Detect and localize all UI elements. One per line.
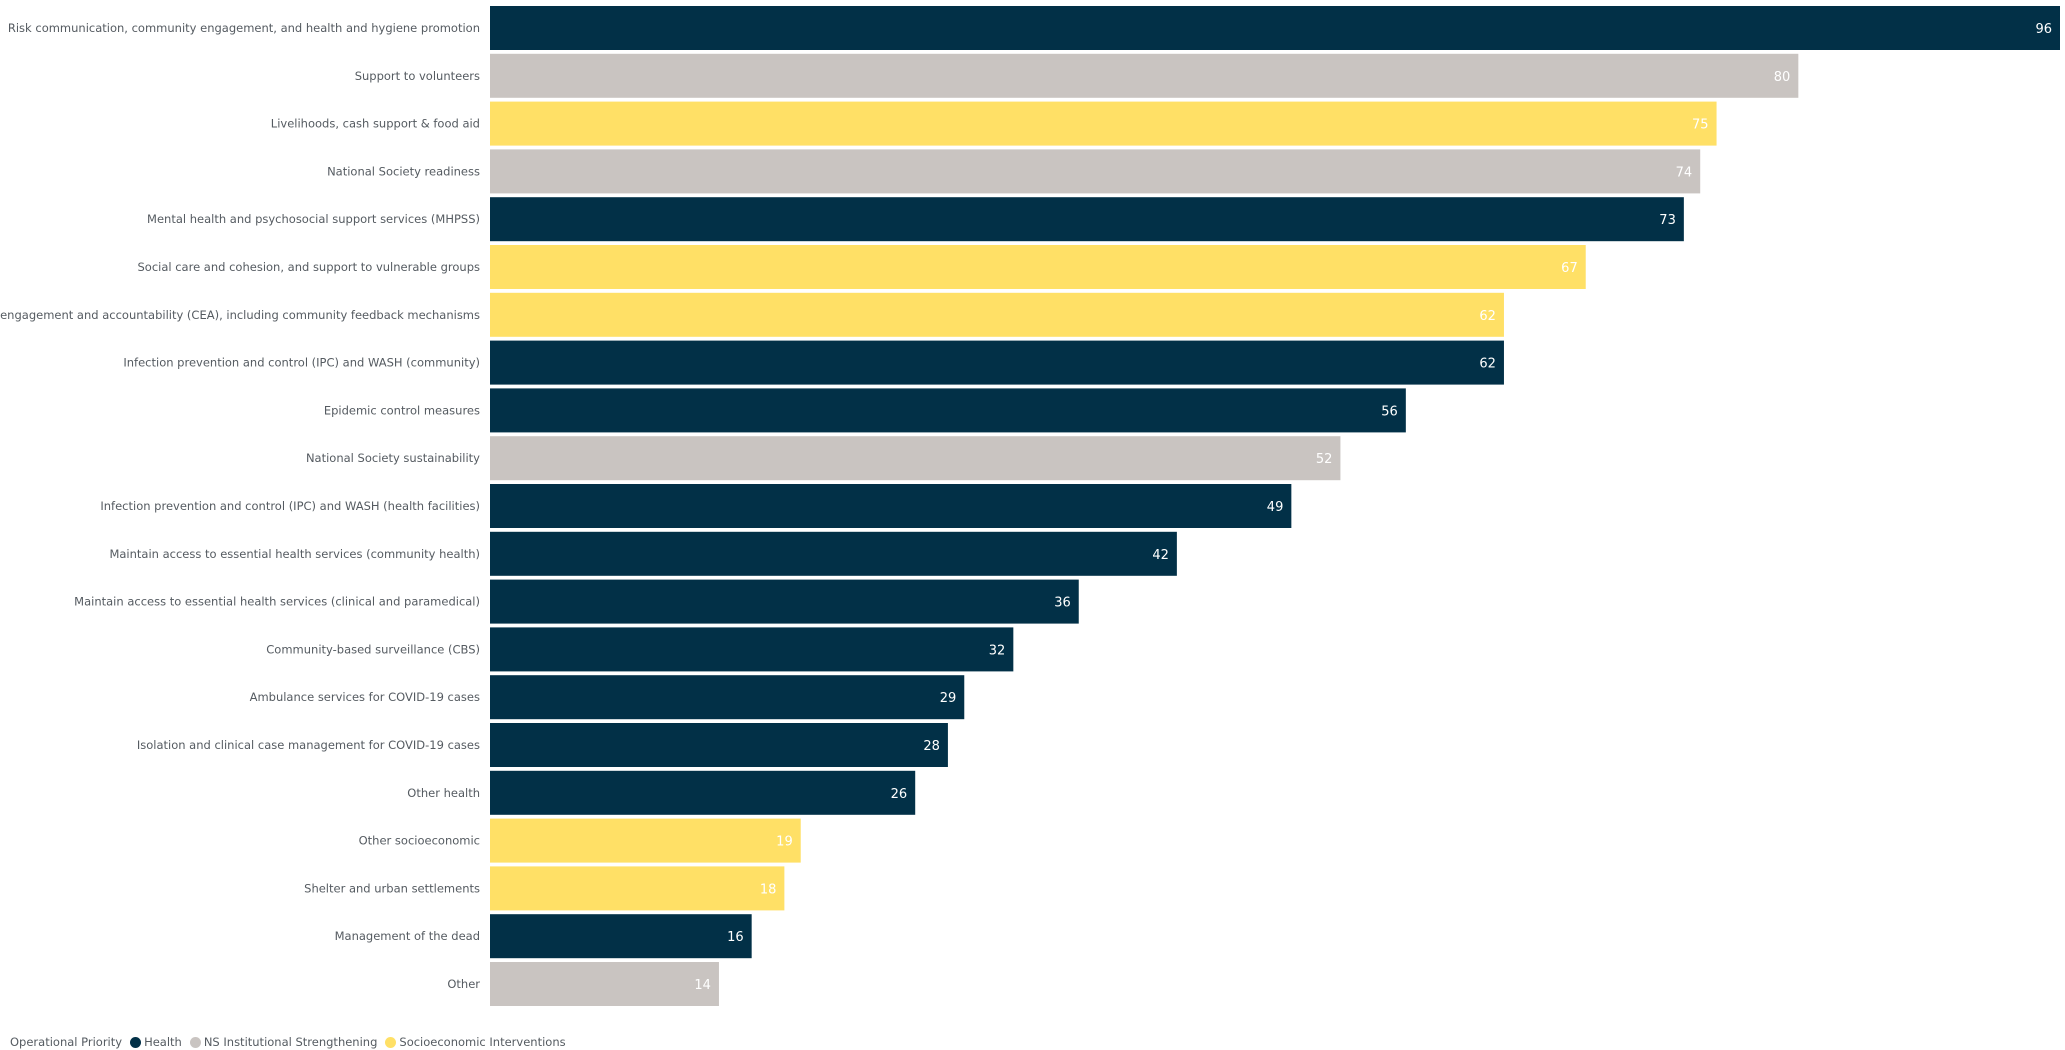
- legend-marker-ns-institutional-strengthening: [189, 1036, 201, 1048]
- bar-other-socioeconomic[interactable]: [490, 818, 801, 863]
- bar-infection-prevention-and-control-ipc-and-wash-community[interactable]: [490, 340, 1504, 385]
- legend-marker-health: [130, 1036, 142, 1048]
- category-label-shelter-and-urban-settlements: Shelter and urban settlements: [304, 881, 480, 895]
- legend-item-health[interactable]: Health: [130, 1035, 182, 1049]
- value-label-other: 14: [694, 978, 711, 993]
- legend-marker-socioeconomic-interventions: [385, 1036, 397, 1048]
- bar-livelihoods-cash-support-food-aid[interactable]: [490, 101, 1717, 146]
- bar-maintain-access-to-essential-health-services-clinical-and-paramedical[interactable]: [490, 579, 1079, 624]
- bar-community-based-surveillance-cbs[interactable]: [490, 627, 1014, 672]
- category-label-other: Other: [447, 977, 480, 991]
- value-label-social-care-and-cohesion-and-support-to-vulnerable-groups: 67: [1561, 261, 1578, 276]
- bar-infection-prevention-and-control-ipc-and-wash-health-facilities[interactable]: [490, 484, 1292, 528]
- value-label-other-socioeconomic: 19: [776, 835, 793, 850]
- bar-shelter-and-urban-settlements[interactable]: [490, 866, 785, 911]
- value-label-isolation-and-clinical-case-management-for-covid-19-cases: 28: [923, 739, 940, 754]
- value-label-community-engagement-and-accountability-cea-including-community-feedback-mechanisms: 62: [1479, 309, 1496, 324]
- bar-mental-health-and-psychosocial-support-services-mhpss[interactable]: [490, 197, 1684, 242]
- value-label-epidemic-control-measures: 56: [1381, 404, 1398, 419]
- category-label-maintain-access-to-essential-health-services-community-health: Maintain access to essential health serv…: [109, 547, 480, 561]
- category-label-maintain-access-to-essential-health-services-clinical-and-paramedical: Maintain access to essential health serv…: [74, 595, 480, 609]
- category-label-other-socioeconomic: Other socioeconomic: [359, 834, 480, 848]
- category-label-other-health: Other health: [407, 786, 480, 800]
- value-label-national-society-sustainability: 52: [1316, 452, 1333, 467]
- category-label-isolation-and-clinical-case-management-for-covid-19-cases: Isolation and clinical case management f…: [137, 738, 480, 752]
- category-label-mental-health-and-psychosocial-support-services-mhpss: Mental health and psychosocial support s…: [147, 212, 480, 226]
- bar-risk-communication-community-engagement-and-health-and-hygiene-promotion[interactable]: [490, 6, 2060, 50]
- category-label-risk-communication-community-engagement-and-health-and-hygiene-promotion: Risk communication, community engagement…: [8, 21, 480, 35]
- value-label-livelihoods-cash-support-food-aid: 75: [1692, 118, 1709, 133]
- category-label-community-engagement-and-accountability-cea-including-community-feedback-mechanisms: Community engagement and accountability …: [0, 308, 480, 322]
- value-label-national-society-readiness: 74: [1676, 165, 1693, 180]
- bar-isolation-and-clinical-case-management-for-covid-19-cases[interactable]: [490, 723, 948, 767]
- value-label-community-based-surveillance-cbs: 32: [989, 643, 1006, 658]
- value-label-shelter-and-urban-settlements: 18: [760, 882, 777, 897]
- legend-title: Operational Priority: [10, 1035, 123, 1049]
- value-label-maintain-access-to-essential-health-services-community-health: 42: [1152, 548, 1169, 563]
- bar-management-of-the-dead[interactable]: [490, 914, 752, 959]
- legend-label-ns-institutional-strengthening: NS Institutional Strengthening: [203, 1035, 378, 1049]
- category-label-community-based-surveillance-cbs: Community-based surveillance (CBS): [266, 642, 480, 656]
- value-label-risk-communication-community-engagement-and-health-and-hygiene-promotion: 96: [2035, 22, 2052, 37]
- value-label-support-to-volunteers: 80: [1774, 70, 1791, 85]
- bar-national-society-readiness[interactable]: [490, 149, 1701, 194]
- category-label-national-society-sustainability: National Society sustainability: [306, 451, 480, 465]
- bar-epidemic-control-measures[interactable]: [490, 388, 1406, 433]
- value-label-infection-prevention-and-control-ipc-and-wash-health-facilities: 49: [1267, 500, 1284, 515]
- category-label-social-care-and-cohesion-and-support-to-vulnerable-groups: Social care and cohesion, and support to…: [137, 260, 480, 274]
- bar-ambulance-services-for-covid-19-cases[interactable]: [490, 675, 965, 720]
- bar-community-engagement-and-accountability-cea-including-community-feedback-mechanisms[interactable]: [490, 292, 1504, 337]
- category-label-infection-prevention-and-control-ipc-and-wash-community: Infection prevention and control (IPC) a…: [123, 356, 480, 370]
- legend-item-ns-institutional-strengthening[interactable]: NS Institutional Strengthening: [189, 1035, 378, 1049]
- value-label-management-of-the-dead: 16: [727, 930, 744, 945]
- category-label-ambulance-services-for-covid-19-cases: Ambulance services for COVID-19 cases: [250, 690, 480, 704]
- bar-other-health[interactable]: [490, 770, 916, 815]
- legend: Operational Priority Health NS Instituti…: [10, 1034, 574, 1050]
- legend-label-health: Health: [144, 1035, 182, 1049]
- value-label-maintain-access-to-essential-health-services-clinical-and-paramedical: 36: [1054, 596, 1071, 611]
- bar-national-society-sustainability[interactable]: [490, 436, 1341, 481]
- category-label-management-of-the-dead: Management of the dead: [335, 929, 480, 943]
- legend-label-socioeconomic-interventions: Socioeconomic Interventions: [399, 1035, 566, 1049]
- bar-maintain-access-to-essential-health-services-community-health[interactable]: [490, 531, 1177, 576]
- legend-item-socioeconomic-interventions[interactable]: Socioeconomic Interventions: [385, 1035, 566, 1049]
- category-label-infection-prevention-and-control-ipc-and-wash-health-facilities: Infection prevention and control (IPC) a…: [100, 499, 480, 513]
- category-label-support-to-volunteers: Support to volunteers: [355, 69, 480, 83]
- value-label-mental-health-and-psychosocial-support-services-mhpss: 73: [1659, 213, 1676, 228]
- category-label-national-society-readiness: National Society readiness: [327, 164, 480, 178]
- value-label-infection-prevention-and-control-ipc-and-wash-community: 62: [1479, 357, 1496, 372]
- bar-social-care-and-cohesion-and-support-to-vulnerable-groups[interactable]: [490, 245, 1586, 289]
- bar-support-to-volunteers[interactable]: [490, 53, 1799, 98]
- category-label-livelihoods-cash-support-food-aid: Livelihoods, cash support & food aid: [271, 117, 480, 131]
- category-label-epidemic-control-measures: Epidemic control measures: [324, 403, 480, 417]
- value-label-ambulance-services-for-covid-19-cases: 29: [940, 691, 957, 706]
- value-label-other-health: 26: [891, 787, 908, 802]
- bar-other[interactable]: [490, 962, 719, 1006]
